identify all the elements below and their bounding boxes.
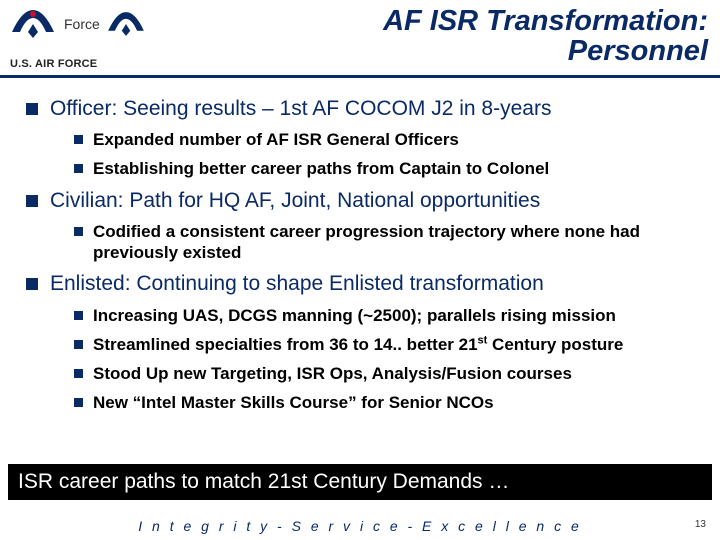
bullet-text: Stood Up new Targeting, ISR Ops, Analysi… bbox=[93, 363, 572, 384]
bullet-lvl2: New “Intel Master Skills Course” for Sen… bbox=[74, 392, 702, 413]
slide-header: Force AF ISR Transformation: Personnel bbox=[0, 0, 720, 78]
title-line-1: AF ISR Transformation: bbox=[146, 6, 708, 36]
air-force-wing-icon-small bbox=[106, 7, 146, 41]
bullet-lvl2: Codified a consistent career progression… bbox=[74, 221, 702, 264]
square-bullet-icon bbox=[74, 135, 83, 144]
bullet-text: Streamlined specialties from 36 to 14.. … bbox=[93, 334, 623, 355]
square-bullet-icon bbox=[74, 164, 83, 173]
bullet-text: New “Intel Master Skills Course” for Sen… bbox=[93, 392, 494, 413]
bullet-lvl1: Civilian: Path for HQ AF, Joint, Nationa… bbox=[26, 188, 702, 213]
square-bullet-icon bbox=[74, 398, 83, 407]
bullet-lvl1: Enlisted: Continuing to shape Enlisted t… bbox=[26, 271, 702, 296]
logo-area: Force bbox=[10, 4, 146, 44]
slide-title: AF ISR Transformation: Personnel bbox=[146, 4, 710, 67]
bullet-lvl2: Stood Up new Targeting, ISR Ops, Analysi… bbox=[74, 363, 702, 384]
bullet-text: Enlisted: Continuing to shape Enlisted t… bbox=[50, 271, 544, 296]
square-bullet-icon bbox=[74, 311, 83, 320]
bullet-lvl2: Establishing better career paths from Ca… bbox=[74, 158, 702, 179]
square-bullet-icon bbox=[26, 195, 38, 207]
bullet-lvl2: Streamlined specialties from 36 to 14.. … bbox=[74, 334, 702, 355]
slide-content: Officer: Seeing results – 1st AF COCOM J… bbox=[0, 78, 720, 414]
bullet-text: Codified a consistent career progression… bbox=[93, 221, 702, 264]
title-line-2: Personnel bbox=[146, 36, 708, 66]
callout-banner: ISR career paths to match 21st Century D… bbox=[8, 464, 712, 500]
slide-footer-motto: I n t e g r i t y - S e r v i c e - E x … bbox=[0, 518, 720, 534]
square-bullet-icon bbox=[74, 340, 83, 349]
bullet-text: Civilian: Path for HQ AF, Joint, Nationa… bbox=[50, 188, 540, 213]
page-number: 13 bbox=[695, 519, 706, 530]
square-bullet-icon bbox=[26, 103, 38, 115]
air-force-wing-icon bbox=[10, 4, 56, 44]
bullet-lvl2: Expanded number of AF ISR General Office… bbox=[74, 129, 702, 150]
square-bullet-icon bbox=[74, 369, 83, 378]
bullet-text: Establishing better career paths from Ca… bbox=[93, 158, 549, 179]
square-bullet-icon bbox=[26, 278, 38, 290]
bullet-lvl2: Increasing UAS, DCGS manning (~2500); pa… bbox=[74, 305, 702, 326]
force-text: Force bbox=[64, 16, 100, 32]
bullet-text: Expanded number of AF ISR General Office… bbox=[93, 129, 459, 150]
usaf-label: U.S. AIR FORCE bbox=[10, 58, 97, 70]
square-bullet-icon bbox=[74, 227, 83, 236]
bullet-lvl1: Officer: Seeing results – 1st AF COCOM J… bbox=[26, 96, 702, 121]
bullet-text: Increasing UAS, DCGS manning (~2500); pa… bbox=[93, 305, 616, 326]
bullet-text: Officer: Seeing results – 1st AF COCOM J… bbox=[50, 96, 551, 121]
